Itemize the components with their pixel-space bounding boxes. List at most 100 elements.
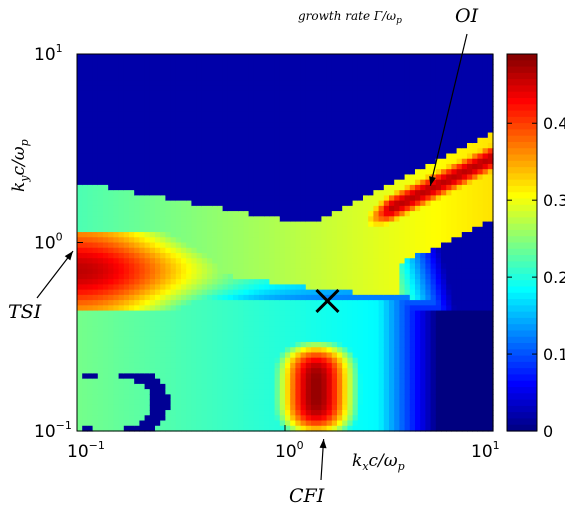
heatmap-cell [92, 389, 99, 395]
heatmap-cell [326, 399, 333, 406]
heatmap-cell [425, 289, 432, 296]
heatmap-cell [363, 153, 369, 160]
heatmap-cell [368, 163, 374, 170]
heatmap-cell [409, 64, 416, 71]
heatmap-cell [300, 74, 307, 81]
heatmap-cell [368, 279, 374, 285]
heatmap-cell [326, 69, 333, 76]
heatmap-cell [300, 85, 307, 92]
heatmap-cell [316, 373, 322, 380]
heatmap-cell [92, 116, 99, 123]
heatmap-cell [212, 205, 218, 212]
heatmap-cell [87, 247, 94, 254]
heatmap-cell [389, 200, 395, 207]
heatmap-cell [430, 64, 437, 71]
heatmap-cell [123, 200, 130, 207]
heatmap-cell [357, 137, 364, 144]
heatmap-cell [326, 326, 333, 333]
heatmap-cell [321, 279, 328, 285]
heatmap-cell [389, 263, 395, 270]
heatmap-cell [201, 190, 208, 196]
heatmap-cell [378, 420, 385, 427]
heatmap-cell [113, 95, 120, 102]
heatmap-cell [253, 389, 260, 395]
heatmap-cell [316, 137, 322, 144]
heatmap-cell [409, 404, 416, 411]
heatmap-cell [129, 373, 135, 380]
heatmap-cell [160, 420, 166, 427]
heatmap-cell [274, 80, 281, 87]
heatmap-cell [238, 80, 244, 87]
heatmap-cell [425, 331, 432, 338]
heatmap-cell [352, 273, 359, 280]
heatmap-cell [233, 179, 239, 186]
heatmap-cell [378, 174, 385, 181]
heatmap-cell [274, 289, 281, 296]
heatmap-cell [373, 305, 380, 312]
heatmap-cell [347, 216, 354, 223]
heatmap-cell [404, 116, 411, 123]
heatmap-cell [248, 336, 255, 343]
heatmap-cell [165, 352, 172, 359]
heatmap-cell [123, 80, 130, 87]
heatmap-cell [248, 404, 255, 411]
heatmap-cell [212, 410, 218, 416]
heatmap-cell [337, 347, 343, 354]
heatmap-cell [383, 315, 390, 322]
heatmap-cell [118, 242, 125, 249]
heatmap-cell [420, 169, 426, 176]
heatmap-cell [331, 163, 338, 170]
heatmap-cell [87, 143, 94, 149]
heatmap-cell [181, 415, 187, 422]
heatmap-cell [373, 425, 380, 432]
heatmap-cell [415, 284, 421, 291]
heatmap-cell [139, 111, 146, 118]
heatmap-cell [155, 352, 161, 359]
heatmap-cell [420, 106, 426, 113]
heatmap-cell [420, 237, 426, 244]
heatmap-cell [399, 331, 406, 338]
heatmap-cell [181, 357, 187, 364]
heatmap-cell [316, 310, 322, 317]
heatmap-cell [342, 336, 348, 343]
heatmap-cell [363, 294, 369, 301]
heatmap-cell [300, 54, 307, 60]
heatmap-cell [404, 184, 411, 191]
heatmap-cell [326, 258, 333, 265]
heatmap-cell [337, 300, 343, 306]
heatmap-cell [435, 69, 442, 76]
heatmap-cell [311, 305, 317, 312]
heatmap-cell [337, 174, 343, 181]
heatmap-cell [311, 143, 317, 149]
heatmap-cell [321, 404, 328, 411]
heatmap-cell [227, 169, 234, 176]
heatmap-cell [404, 383, 411, 390]
heatmap-cell [77, 211, 83, 217]
heatmap-cell [201, 279, 208, 285]
heatmap-cell [326, 232, 333, 238]
heatmap-cell [326, 116, 333, 123]
heatmap-cell [165, 263, 172, 270]
heatmap-cell [113, 148, 120, 155]
heatmap-cell [420, 399, 426, 406]
heatmap-cell [108, 420, 114, 427]
heatmap-cell [420, 90, 426, 97]
heatmap-cell [238, 410, 244, 416]
heatmap-cell [82, 200, 88, 207]
heatmap-cell [264, 347, 270, 354]
heatmap-cell [394, 284, 400, 291]
heatmap-cell [295, 362, 302, 369]
heatmap-cell [295, 169, 302, 176]
heatmap-cell [160, 232, 166, 238]
heatmap-cell [181, 321, 187, 327]
heatmap-cell [118, 399, 125, 406]
heatmap-cell [82, 101, 88, 107]
heatmap-cell [347, 85, 354, 92]
heatmap-cell [238, 399, 244, 406]
heatmap-cell [279, 122, 286, 128]
heatmap-cell [222, 394, 229, 401]
heatmap-cell [248, 90, 255, 97]
heatmap-cell [175, 247, 182, 254]
heatmap-cell [378, 221, 385, 228]
heatmap-cell [378, 389, 385, 395]
